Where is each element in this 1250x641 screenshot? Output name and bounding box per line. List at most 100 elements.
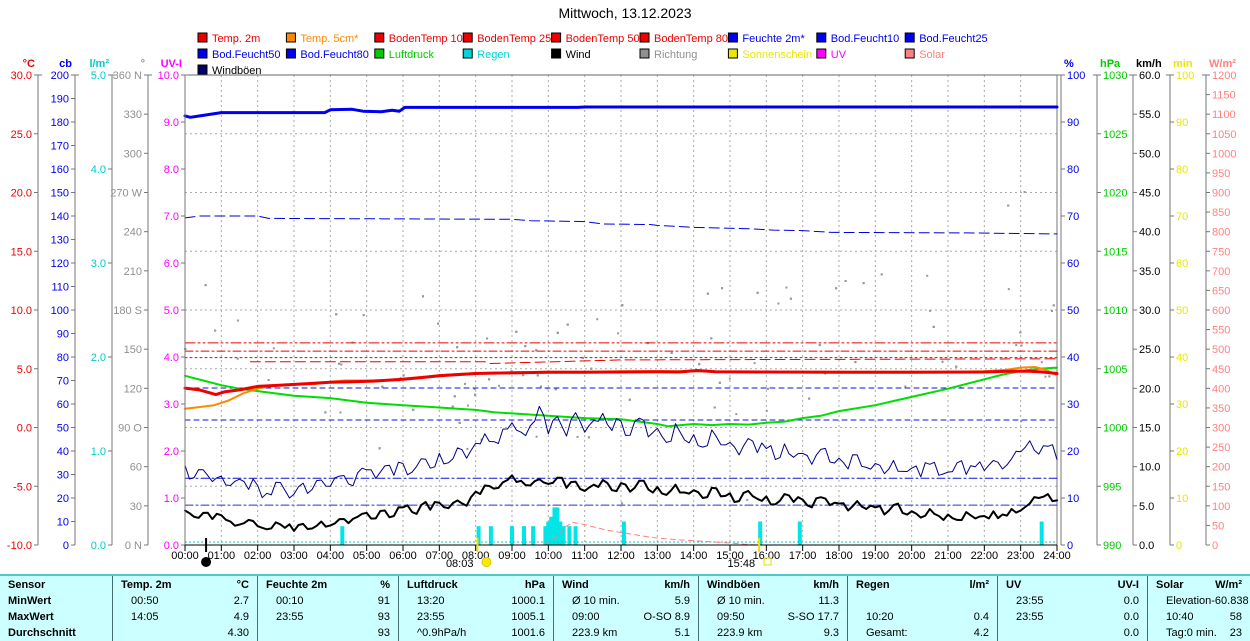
rain-bar	[758, 521, 763, 545]
axis-tick-label: 40.0	[1139, 227, 1160, 239]
stats-col-header: Feuchte 2m%	[258, 577, 398, 593]
axis-tick-label: 60.0	[1139, 70, 1160, 82]
legend-label-bod-feucht50: Bod.Feucht50	[212, 49, 281, 61]
axis-tick-label: 10.0	[158, 70, 179, 82]
richtung-dot	[237, 319, 239, 322]
x-axis-label: 00:00	[171, 550, 199, 562]
axis-tick-label: 150	[51, 188, 69, 200]
axis-tick-label: 0.0	[17, 423, 32, 435]
series-bod-feucht10	[184, 215, 1058, 235]
axis-tick-label: 30	[130, 501, 142, 513]
richtung-dot	[267, 379, 270, 381]
axis-tick-label: 100	[1176, 70, 1194, 82]
stats-cell-max: 09:00 O-SO 8.9	[554, 609, 698, 625]
axis-tick-label: 10	[1176, 493, 1188, 505]
x-axis-label: 11:00	[571, 550, 598, 562]
richtung-dot	[808, 397, 811, 400]
richtung-dot	[510, 370, 513, 372]
richtung-dot	[524, 345, 527, 348]
axis-tick-label: 120	[51, 258, 69, 270]
x-axis-label: 01:00	[208, 550, 236, 562]
stats-col-header: Solar W/m²	[1148, 577, 1250, 593]
stats-cell-min: Elevation -60.838	[1148, 593, 1250, 609]
axis-header: l/m²	[89, 58, 109, 70]
axis-cb: cb20019018017016015014013012011010090807…	[51, 58, 79, 552]
stats-cell-time: Ø 10 min.	[717, 595, 765, 607]
stats-col-header: Regen l/m²	[848, 577, 997, 593]
legend-swatch-regen	[462, 48, 473, 59]
legend-label-sonnenschein: Sonnenschein	[742, 49, 812, 61]
axis-tick-label: 500	[1212, 344, 1230, 356]
axis-tick-label: 5.0	[17, 364, 32, 376]
x-axis-label: 13:00	[644, 550, 672, 562]
richtung-dot	[539, 385, 542, 388]
stats-cell-value: 11.3	[818, 595, 839, 607]
stats-col-unit: km/h	[664, 579, 690, 591]
axis-km-h: km/h60.0 55.0 50.0 45.0 40.0 35.0 30.0 25.0 20.0…	[1129, 58, 1162, 552]
stats-cell-avg: 223.9 km 9.3	[699, 625, 847, 641]
stats-col-header: Windböen km/h	[699, 577, 847, 593]
legend-label-windb-en: Windböen	[212, 65, 262, 77]
axis-tick-label: 0.0	[91, 540, 106, 552]
stats-col-name: Windböen	[707, 579, 761, 591]
richtung-dot	[556, 331, 559, 334]
x-axis-label: 12:00	[607, 550, 635, 562]
richtung-dot	[1020, 344, 1023, 347]
stats-col-name: Wind	[562, 579, 589, 591]
legend-swatch-bod-feucht80	[285, 48, 296, 59]
axis-tick-label: 210	[124, 266, 142, 278]
x-axis-label: 21:00	[934, 550, 962, 562]
richtung-dot	[1023, 191, 1026, 193]
axis-tick-label: 2.0	[164, 446, 179, 458]
richtung-dot	[204, 284, 207, 287]
stats-cell-max: 23:55 0.0	[998, 609, 1147, 625]
stats-cell-value: 4.9	[233, 611, 249, 623]
rain-bar	[1039, 521, 1044, 545]
sunrise-sun-icon	[481, 557, 492, 567]
legend-swatch-bodentemp-25	[462, 32, 473, 43]
axis-header: cb	[59, 58, 72, 70]
axis-header: W/m²	[1209, 58, 1236, 70]
richtung-dot	[1007, 204, 1010, 207]
axis-tick-label: 80	[57, 352, 69, 364]
stats-cell-time: 223.9 km	[572, 627, 618, 639]
richtung-dot	[587, 436, 590, 439]
richtung-dot	[437, 322, 439, 325]
axis-tick-label: 30	[1067, 399, 1079, 411]
stats-cell-time: 23:55	[1016, 595, 1044, 607]
axis-tick-label: 170	[51, 141, 69, 153]
axis-tick-label: 50.0	[1139, 148, 1160, 160]
axis-header: km/h	[1136, 58, 1162, 70]
axis-tick-label: 0.0	[1139, 540, 1154, 552]
series-luftdruck	[184, 366, 1058, 428]
stats-col-unit: l/m²	[969, 579, 989, 591]
stats-cell-time: Ø 10 min.	[572, 595, 620, 607]
richtung-dot	[362, 314, 365, 317]
stats-cell-time: 23:55	[1016, 611, 1044, 623]
x-axis-label: 05:00	[353, 550, 381, 562]
axis-tick-label: 1025	[1103, 129, 1127, 141]
stats-col-name: UV	[1006, 579, 1022, 591]
rain-bar	[561, 526, 566, 545]
axis-tick-label: 60	[130, 462, 142, 474]
series-feuchte-2m	[183, 105, 1059, 119]
x-axis-label: 14:00	[680, 550, 708, 562]
series-bodentemp-10	[249, 358, 1058, 364]
stats-col-luftdruck: Luftdruck hPa 13:20 1000.1 23:55 1005.1 ^0.9hP…	[398, 576, 553, 641]
axis-tick-label: 20	[57, 493, 69, 505]
axis-tick-label: 160	[51, 164, 69, 176]
richtung-dot	[453, 395, 456, 398]
richtung-dot	[576, 435, 579, 438]
richtung-dot	[1052, 304, 1055, 307]
axis-tick-label: 10	[57, 517, 69, 529]
stats-cell-min: 23:55 0.0	[998, 593, 1147, 609]
stats-cell-value: 0.4	[973, 611, 989, 623]
richtung-dot	[1044, 375, 1047, 378]
stats-row-label: Sensor	[0, 577, 112, 593]
stats-col-name: Solar	[1156, 579, 1184, 591]
axis-tick-label: 60	[1067, 258, 1079, 270]
axis-tick-label: 90	[1067, 117, 1079, 129]
axis-header: hPa	[1100, 58, 1121, 70]
axis-tick-label: 90	[57, 329, 69, 341]
stats-cell-value: 2.7	[233, 595, 249, 607]
